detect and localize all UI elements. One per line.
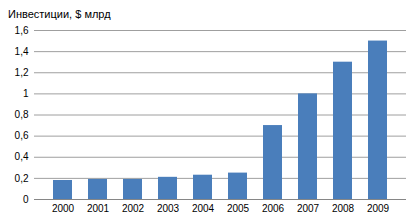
svg-text:0,8: 0,8 bbox=[15, 109, 29, 120]
svg-text:2002: 2002 bbox=[122, 203, 145, 214]
svg-text:2006: 2006 bbox=[262, 203, 285, 214]
svg-text:2007: 2007 bbox=[297, 203, 320, 214]
svg-text:0,4: 0,4 bbox=[15, 151, 29, 162]
svg-text:1: 1 bbox=[23, 88, 29, 99]
svg-text:2004: 2004 bbox=[192, 203, 215, 214]
svg-text:2005: 2005 bbox=[227, 203, 250, 214]
svg-text:2003: 2003 bbox=[157, 203, 180, 214]
svg-text:2009: 2009 bbox=[367, 203, 390, 214]
svg-text:2008: 2008 bbox=[332, 203, 355, 214]
svg-text:2001: 2001 bbox=[87, 203, 110, 214]
svg-text:1,4: 1,4 bbox=[15, 46, 29, 57]
svg-text:1,6: 1,6 bbox=[15, 25, 29, 36]
svg-text:1,2: 1,2 bbox=[15, 67, 29, 78]
svg-text:0: 0 bbox=[23, 194, 29, 205]
html-text:Инвестиции, $ млрд: Инвестиции, $ млрд bbox=[8, 8, 111, 20]
svg-text:2000: 2000 bbox=[52, 203, 75, 214]
svg-text:0,6: 0,6 bbox=[15, 130, 29, 141]
svg-text:0,2: 0,2 bbox=[15, 173, 29, 184]
